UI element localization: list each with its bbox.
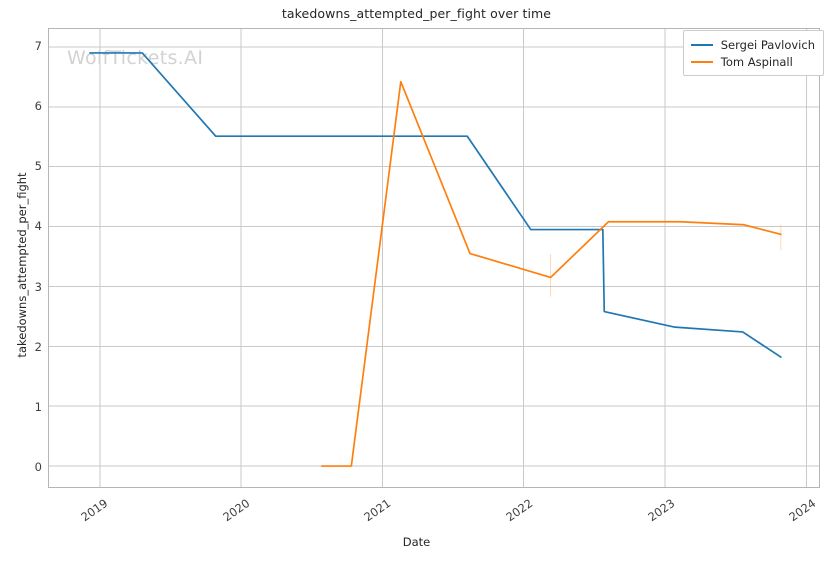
y-tick-label: 2 xyxy=(34,339,42,354)
x-tick-label: 2023 xyxy=(644,496,677,525)
y-axis-label: takedowns_attempted_per_fight xyxy=(15,172,29,358)
y-tick-label: 4 xyxy=(34,219,42,234)
chart-legend[interactable]: Sergei Pavlovich Tom Aspinall xyxy=(682,30,824,76)
legend-swatch-icon xyxy=(690,43,713,46)
x-tick-label: 2022 xyxy=(503,496,536,525)
y-tick-label: 1 xyxy=(34,399,42,414)
series-line-sergei-pavlovich xyxy=(89,52,782,358)
x-axis-label: Date xyxy=(402,535,431,549)
y-tick-label: 0 xyxy=(34,459,42,474)
legend-item-tom-aspinall[interactable]: Tom Aspinall xyxy=(690,53,815,70)
y-tick-label: 7 xyxy=(34,39,42,54)
x-tick-label: 2019 xyxy=(78,496,111,525)
y-tick-label: 6 xyxy=(34,99,42,114)
legend-item-label: Sergei Pavlovich xyxy=(720,37,815,52)
y-tick-label: 5 xyxy=(34,159,42,174)
x-tick-label: 2024 xyxy=(786,496,819,525)
data-series-layer xyxy=(89,52,782,467)
gridlines xyxy=(49,29,819,487)
legend-item-label: Tom Aspinall xyxy=(720,54,793,69)
page-title: takedowns_attempted_per_fight over time xyxy=(281,6,552,21)
x-tick-label: 2020 xyxy=(219,496,252,525)
y-axis-tick-labels: 0 1 2 3 4 5 6 7 xyxy=(0,0,42,561)
legend-swatch-icon xyxy=(690,60,713,63)
series-line-tom-aspinall xyxy=(320,80,782,467)
plot-area: WolfTickets.AI xyxy=(48,28,820,488)
x-tick-label: 2021 xyxy=(361,496,394,525)
legend-item-sergei-pavlovich[interactable]: Sergei Pavlovich xyxy=(690,36,815,53)
y-tick-label: 3 xyxy=(34,279,42,294)
